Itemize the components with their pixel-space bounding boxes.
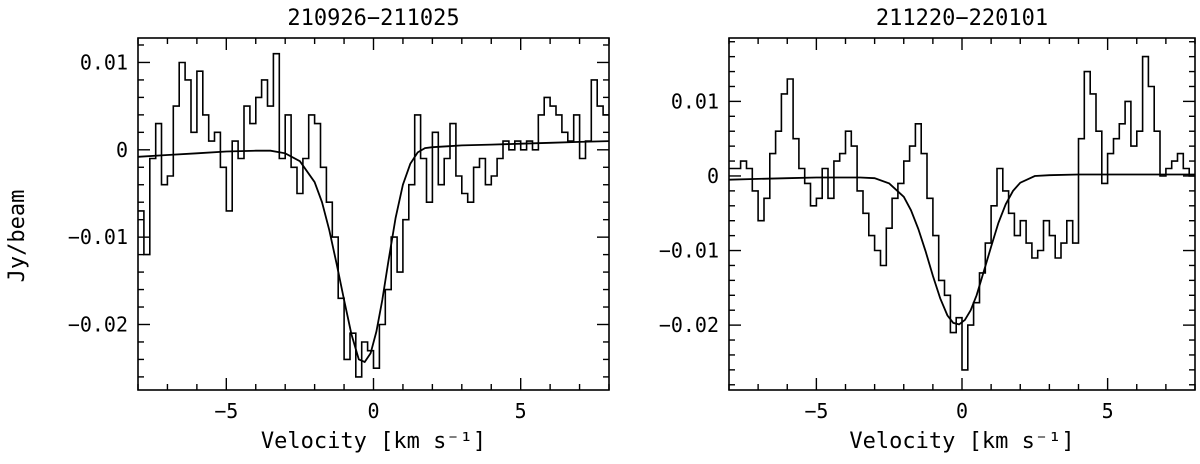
left-x-tick-label: −5 — [214, 399, 238, 423]
right-y-tick-label: −0.02 — [659, 313, 719, 337]
right-x-tick-label: 0 — [956, 399, 968, 423]
left-x-tick-label: 0 — [367, 399, 379, 423]
left-panel-title: 210926−211025 — [287, 6, 459, 31]
right-data-area — [729, 55, 1195, 371]
left-data-area — [138, 52, 609, 378]
right-x-axis-label: Velocity [km s⁻¹] — [849, 429, 1074, 454]
left-y-tick-label: 0.01 — [80, 50, 128, 74]
left-plot-frame — [137, 37, 610, 391]
left-y-tick-label: −0.01 — [68, 225, 128, 249]
right-y-tick-label: 0 — [707, 164, 719, 188]
right-panel-title: 211220−220101 — [876, 6, 1048, 31]
left-x-axis-label: Velocity [km s⁻¹] — [261, 429, 486, 454]
left-x-tick-label: 5 — [515, 399, 527, 423]
right-spectrum-histogram — [729, 55, 1195, 371]
right-y-tick-label: −0.01 — [659, 239, 719, 263]
left-panel: 210926−211025 −5 0 5 0.01 0 −0.01 −0.02 Velocity… — [68, 6, 610, 454]
y-axis-label: Jy/beam — [5, 190, 30, 283]
right-x-tick-label: 5 — [1102, 399, 1114, 423]
right-gaussian-fit-line — [729, 173, 1195, 326]
left-y-tick-label: 0 — [116, 138, 128, 162]
left-y-tick-label: −0.02 — [68, 312, 128, 336]
right-panel: 211220−220101 −5 0 5 0.01 0 −0.01 −0.02 Velocity… — [659, 6, 1196, 454]
left-gaussian-fit-line — [138, 140, 609, 364]
left-spectrum-histogram — [138, 52, 609, 378]
right-x-tick-label: −5 — [804, 399, 828, 423]
right-y-tick-label: 0.01 — [671, 89, 719, 113]
